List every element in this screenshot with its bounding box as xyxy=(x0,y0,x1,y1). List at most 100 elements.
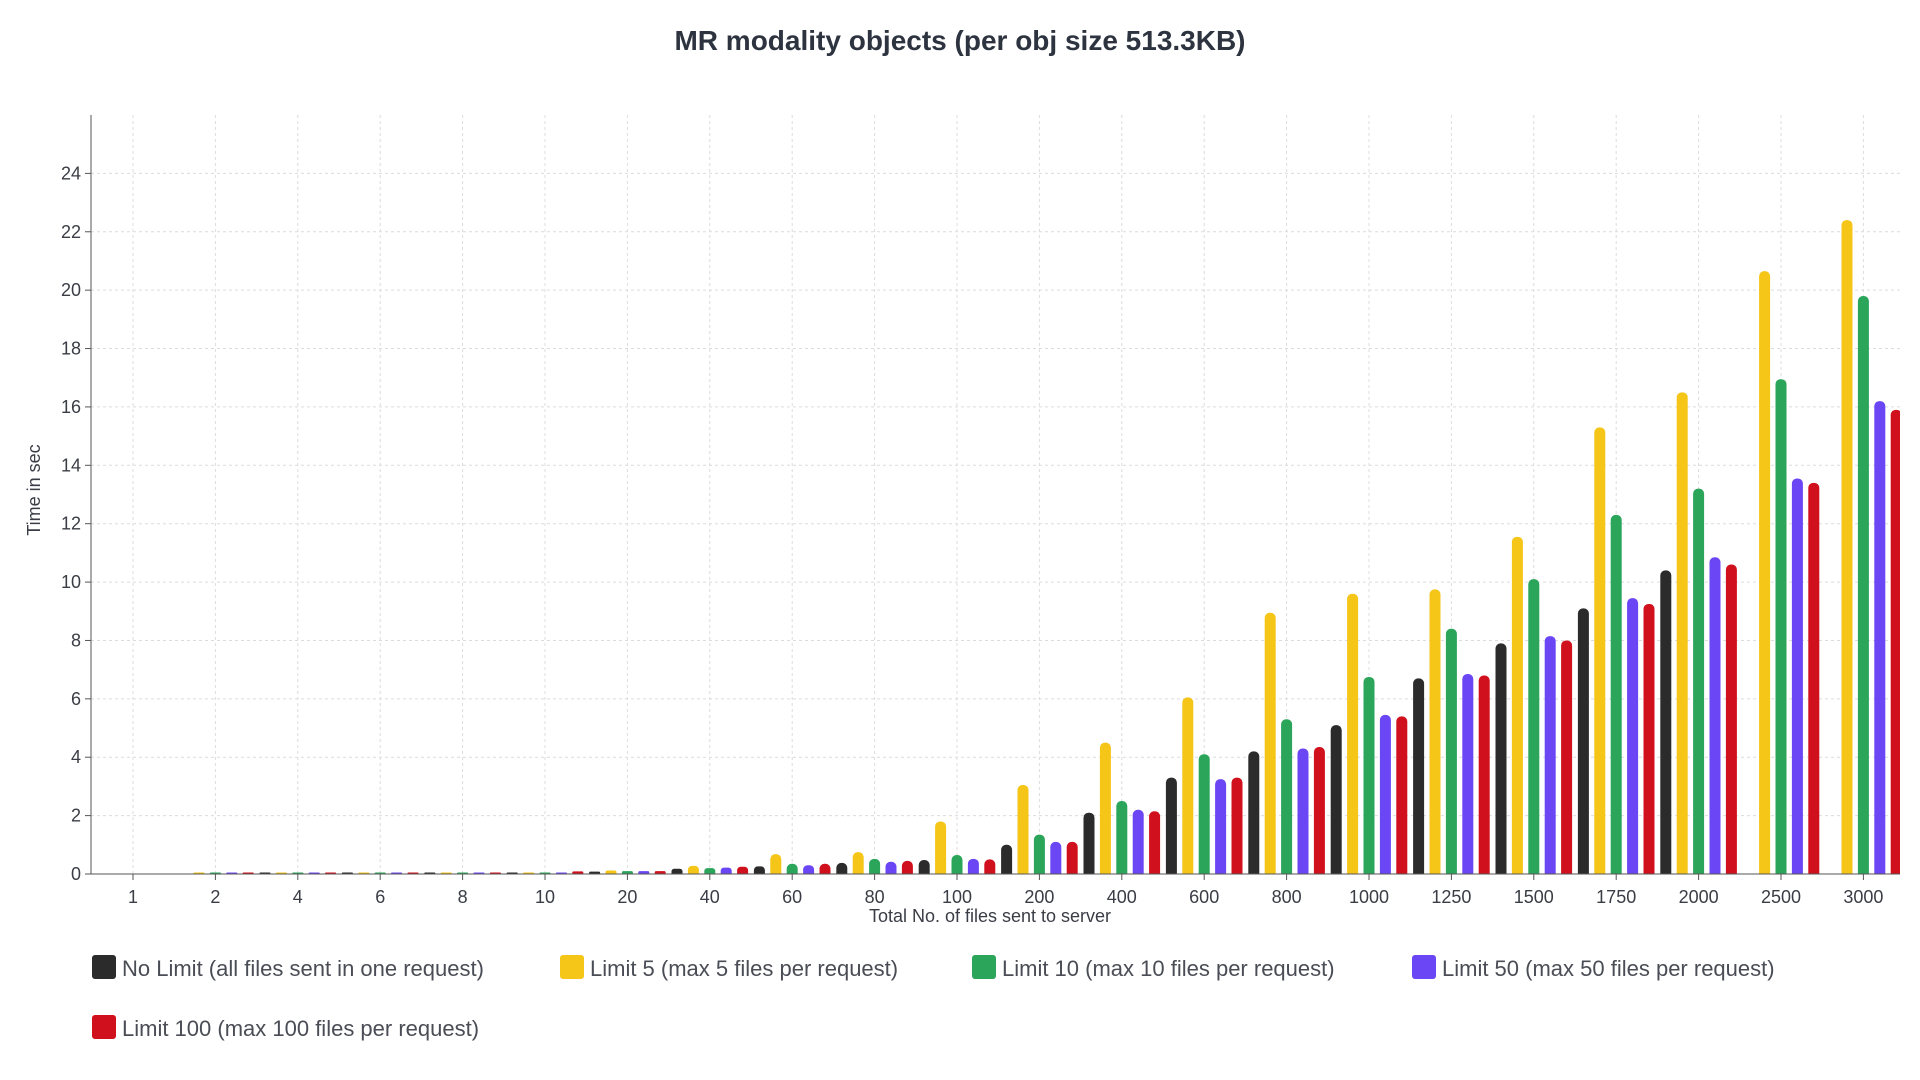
bar xyxy=(638,871,650,874)
y-tick-label: 6 xyxy=(71,689,81,709)
legend-item[interactable]: No Limit (all files sent in one request) xyxy=(92,955,484,981)
y-tick-label: 24 xyxy=(61,163,81,183)
bar xyxy=(901,860,913,874)
bar xyxy=(753,866,765,874)
x-tick-label: 1250 xyxy=(1431,887,1471,907)
bar xyxy=(1528,579,1540,874)
bar xyxy=(836,862,848,874)
x-axis-label: Total No. of files sent to server xyxy=(869,906,1111,926)
bar xyxy=(1215,779,1227,874)
bar xyxy=(1693,488,1705,874)
bar xyxy=(935,821,947,874)
legend-swatch xyxy=(972,955,996,979)
legend-item[interactable]: Limit 10 (max 10 files per request) xyxy=(972,955,1335,981)
x-tick-label: 10 xyxy=(535,887,555,907)
bar xyxy=(1676,392,1688,874)
bar xyxy=(1725,564,1737,874)
bar xyxy=(1231,777,1243,874)
legend-swatch xyxy=(92,955,116,979)
y-tick-label: 18 xyxy=(61,339,81,359)
y-tick-label: 0 xyxy=(71,864,81,884)
legend-label: No Limit (all files sent in one request) xyxy=(122,956,484,981)
bar xyxy=(1363,676,1375,874)
x-tick-label: 800 xyxy=(1272,887,1302,907)
chart-title: MR modality objects (per obj size 513.3K… xyxy=(674,25,1245,56)
bar xyxy=(803,865,815,874)
x-tick-label: 200 xyxy=(1024,887,1054,907)
bar xyxy=(786,863,798,874)
bar xyxy=(984,859,996,874)
bar xyxy=(589,871,601,874)
bar xyxy=(1445,628,1457,874)
bar xyxy=(951,855,963,874)
x-tick-label: 1000 xyxy=(1349,887,1389,907)
bar xyxy=(1132,809,1144,874)
bar xyxy=(720,867,732,874)
y-tick-label: 20 xyxy=(61,280,81,300)
y-tick-label: 10 xyxy=(61,572,81,592)
legend-swatch xyxy=(1412,955,1436,979)
x-tick-label: 80 xyxy=(865,887,885,907)
bar xyxy=(1511,536,1523,874)
x-tick-label: 3000 xyxy=(1843,887,1883,907)
bar xyxy=(737,866,749,874)
bar xyxy=(1001,844,1013,874)
bar xyxy=(654,871,666,874)
legend-item[interactable]: Limit 5 (max 5 files per request) xyxy=(560,955,898,981)
y-tick-label: 8 xyxy=(71,630,81,650)
bar xyxy=(770,854,782,874)
bar xyxy=(1610,514,1622,874)
x-tick-label: 60 xyxy=(782,887,802,907)
bar xyxy=(1050,841,1062,874)
legend: No Limit (all files sent in one request)… xyxy=(92,955,1775,1041)
bar xyxy=(1594,427,1606,874)
bar xyxy=(605,870,617,874)
bar xyxy=(671,868,683,874)
bar xyxy=(1413,678,1425,874)
bar xyxy=(1561,640,1573,874)
x-tick-label: 1500 xyxy=(1514,887,1554,907)
x-tick-label: 2 xyxy=(210,887,220,907)
bar xyxy=(704,868,716,874)
bar xyxy=(1083,812,1095,874)
x-tick-label: 20 xyxy=(617,887,637,907)
bar xyxy=(1099,742,1111,874)
bar xyxy=(1808,482,1820,874)
bar xyxy=(1874,401,1886,874)
bar xyxy=(1017,784,1029,874)
y-tick-label: 2 xyxy=(71,806,81,826)
bar xyxy=(572,871,584,874)
bar xyxy=(1264,612,1276,874)
legend-item[interactable]: Limit 50 (max 50 files per request) xyxy=(1412,955,1775,981)
bar xyxy=(1495,643,1507,874)
bar xyxy=(1165,777,1177,874)
x-tick-label: 1750 xyxy=(1596,887,1636,907)
bar xyxy=(1775,379,1787,874)
bar xyxy=(1313,747,1325,874)
legend-swatch xyxy=(92,1015,116,1039)
x-tick-label: 400 xyxy=(1107,887,1137,907)
x-tick-label: 100 xyxy=(942,887,972,907)
bar xyxy=(1379,714,1391,874)
bar xyxy=(819,863,831,874)
bars xyxy=(193,220,1900,874)
x-tick-label: 8 xyxy=(458,887,468,907)
bar xyxy=(852,852,864,874)
legend-label: Limit 10 (max 10 files per request) xyxy=(1002,956,1335,981)
bar xyxy=(869,858,881,874)
x-tick-label: 2000 xyxy=(1679,887,1719,907)
y-tick-label: 14 xyxy=(61,455,81,475)
bar xyxy=(1709,557,1721,874)
bar xyxy=(1116,801,1128,874)
legend-item[interactable]: Limit 100 (max 100 files per request) xyxy=(92,1015,479,1041)
x-tick-label: 40 xyxy=(700,887,720,907)
bar xyxy=(1347,593,1359,874)
y-tick-label: 22 xyxy=(61,222,81,242)
y-tick-label: 12 xyxy=(61,514,81,534)
bar xyxy=(1182,697,1194,874)
bar xyxy=(1033,834,1045,874)
bar xyxy=(1544,636,1556,874)
bar xyxy=(1759,271,1771,874)
legend-swatch xyxy=(560,955,584,979)
